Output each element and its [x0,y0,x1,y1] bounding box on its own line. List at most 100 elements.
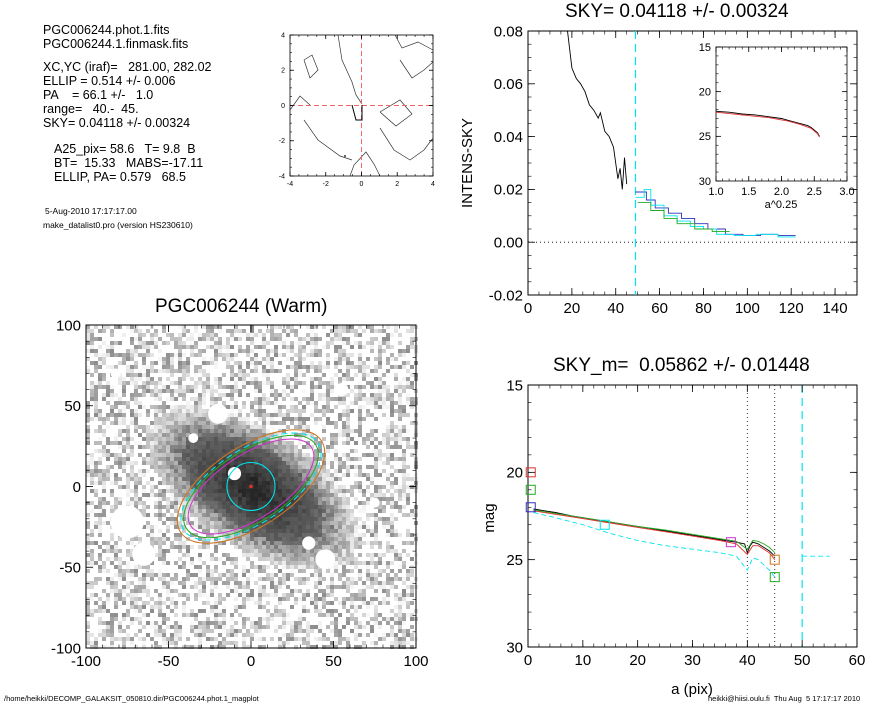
galaxy-pixel [138,341,142,345]
galaxy-pixel [134,413,138,417]
galaxy-pixel [98,457,102,461]
galaxy-pixel [386,365,390,369]
galaxy-pixel [102,449,106,453]
galaxy-pixel [234,501,238,505]
galaxy-pixel [310,509,314,513]
galaxy-pixel [222,421,226,425]
galaxy-pixel [290,329,294,333]
galaxy-pixel [350,529,354,533]
galaxy-pixel [278,341,282,345]
galaxy-pixel [282,393,286,397]
galaxy-pixel [146,489,150,493]
galaxy-pixel [218,369,222,373]
galaxy-pixel [254,513,258,517]
galaxy-pixel [294,385,298,389]
galaxy-pixel [302,489,306,493]
galaxy-pixel [86,337,90,341]
galaxy-pixel [206,341,210,345]
galaxy-pixel [146,365,150,369]
galaxy-pixel [346,541,350,545]
galaxy-pixel [394,429,398,433]
galaxy-pixel [222,357,226,361]
galaxy-pixel [150,385,154,389]
galaxy-pixel [106,401,110,405]
galaxy-pixel [310,437,314,441]
galaxy-pixel [154,533,158,537]
galaxy-pixel [222,481,226,485]
galaxy-pixel [126,373,130,377]
galaxy-pixel [242,345,246,349]
galaxy-pixel [194,329,198,333]
galaxy-pixel [170,465,174,469]
galaxy-pixel [334,513,338,517]
galaxy-pixel [174,545,178,549]
galaxy-pixel [194,505,198,509]
galaxy-pixel [246,517,250,521]
galaxy-pixel [398,325,402,329]
galaxy-pixel [138,353,142,357]
galaxy-pixel [230,541,234,545]
galaxy-pixel [106,345,110,349]
galaxy-pixel [202,481,206,485]
galaxy-pixel [182,357,186,361]
galaxy-pixel [278,537,282,541]
galaxy-pixel [350,421,354,425]
galaxy-pixel [150,445,154,449]
galaxy-pixel [150,425,154,429]
galaxy-pixel [206,517,210,521]
galaxy-pixel [238,405,242,409]
galaxy-pixel [178,333,182,337]
galaxy-pixel [166,349,170,353]
galaxy-pixel [154,393,158,397]
galaxy-pixel [330,345,334,349]
galaxy-pixel [394,357,398,361]
galaxy-pixel [366,449,370,453]
galaxy-pixel [338,341,342,345]
galaxy-pixel [94,441,98,445]
galaxy-pixel [166,469,170,473]
galaxy-pixel [302,485,306,489]
galaxy-pixel [142,509,146,513]
galaxy-pixel [166,337,170,341]
galaxy-pixel [230,397,234,401]
galaxy-pixel [254,429,258,433]
galaxy-pixel [270,445,274,449]
galaxy-pixel [178,413,182,417]
galaxy-pixel [94,349,98,353]
galaxy-pixel [230,481,234,485]
galaxy-pixel [398,469,402,473]
galaxy-pixel [110,361,114,365]
galaxy-pixel [186,473,190,477]
galaxy-pixel [230,441,234,445]
galaxy-pixel [326,401,330,405]
galaxy-pixel [210,485,214,489]
galaxy-pixel [282,401,286,405]
galaxy-pixel [234,545,238,549]
galaxy-pixel [366,501,370,505]
galaxy-pixel [286,349,290,353]
galaxy-pixel [318,337,322,341]
galaxy-pixel [182,333,186,337]
galaxy-pixel [342,337,346,341]
galaxy-pixel [278,389,282,393]
galaxy-pixel [350,445,354,449]
galaxy-pixel [402,341,406,345]
galaxy-pixel [366,497,370,501]
galaxy-pixel [242,341,246,345]
galaxy-pixel [386,477,390,481]
galaxy-pixel [362,529,366,533]
galaxy-pixel [142,381,146,385]
galaxy-pixel [326,429,330,433]
galaxy-pixel [406,465,410,469]
galaxy-pixel [110,541,114,545]
galaxy-pixel [322,473,326,477]
galaxy-pixel [294,541,298,545]
galaxy-pixel [170,425,174,429]
galaxy-pixel [290,461,294,465]
galaxy-pixel [174,433,178,437]
galaxy-pixel [182,393,186,397]
galaxy-pixel [318,333,322,337]
galaxy-pixel [230,421,234,425]
galaxy-pixel [174,361,178,365]
